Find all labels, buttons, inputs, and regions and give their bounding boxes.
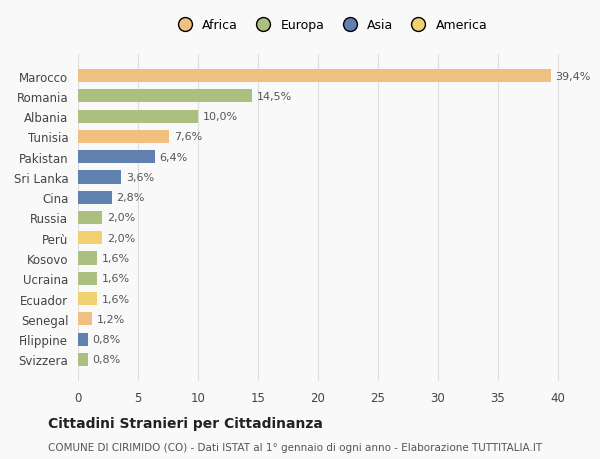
- Text: 2,0%: 2,0%: [107, 213, 135, 223]
- Bar: [78, 70, 551, 83]
- Text: 39,4%: 39,4%: [556, 72, 591, 81]
- Bar: [78, 292, 97, 306]
- Text: 1,2%: 1,2%: [97, 314, 125, 324]
- Text: 0,8%: 0,8%: [92, 355, 121, 364]
- Bar: [78, 90, 252, 103]
- Text: 2,8%: 2,8%: [116, 193, 145, 203]
- Text: 3,6%: 3,6%: [126, 173, 154, 183]
- Text: 1,6%: 1,6%: [102, 274, 130, 284]
- Bar: [78, 252, 97, 265]
- Text: 10,0%: 10,0%: [203, 112, 238, 122]
- Bar: [78, 151, 155, 164]
- Bar: [78, 353, 88, 366]
- Text: 2,0%: 2,0%: [107, 233, 135, 243]
- Text: Cittadini Stranieri per Cittadinanza: Cittadini Stranieri per Cittadinanza: [48, 416, 323, 430]
- Bar: [78, 232, 102, 245]
- Text: 0,8%: 0,8%: [92, 334, 121, 344]
- Bar: [78, 212, 102, 224]
- Bar: [78, 191, 112, 204]
- Bar: [78, 110, 198, 123]
- Text: 7,6%: 7,6%: [174, 132, 202, 142]
- Bar: [78, 313, 92, 326]
- Text: COMUNE DI CIRIMIDO (CO) - Dati ISTAT al 1° gennaio di ogni anno - Elaborazione T: COMUNE DI CIRIMIDO (CO) - Dati ISTAT al …: [48, 442, 542, 452]
- Legend: Africa, Europa, Asia, America: Africa, Europa, Asia, America: [172, 19, 488, 32]
- Text: 1,6%: 1,6%: [102, 294, 130, 304]
- Bar: [78, 171, 121, 184]
- Text: 14,5%: 14,5%: [257, 92, 292, 102]
- Text: 6,4%: 6,4%: [160, 152, 188, 162]
- Bar: [78, 130, 169, 144]
- Bar: [78, 333, 88, 346]
- Text: 1,6%: 1,6%: [102, 253, 130, 263]
- Bar: [78, 272, 97, 285]
